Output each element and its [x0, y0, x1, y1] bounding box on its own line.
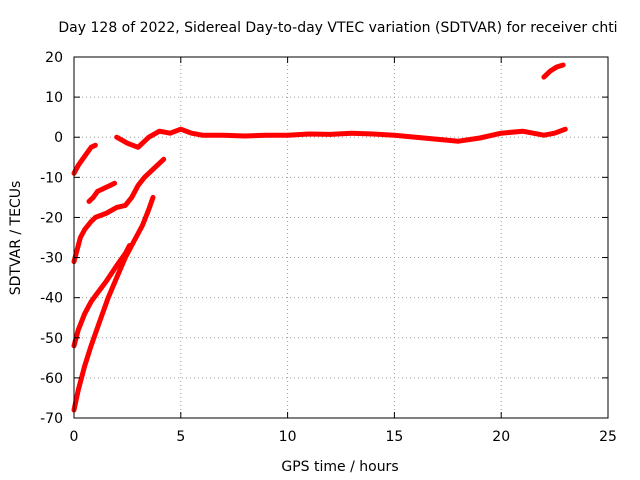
chart-title: Day 128 of 2022, Sidereal Day-to-day VTE… — [58, 20, 617, 36]
x-tick-label: 5 — [176, 429, 185, 445]
plot-frame — [73, 56, 609, 419]
y-axis-title: SDTVAR / TECUs — [8, 181, 24, 296]
y-tick-label: -20 — [40, 210, 63, 226]
x-tick-label: 20 — [492, 429, 510, 445]
y-tick-label: -50 — [40, 331, 63, 347]
series-arc-4 — [71, 243, 132, 349]
y-tick-label: -40 — [40, 291, 63, 307]
y-tick-label: -30 — [40, 251, 63, 267]
y-tick-label: -60 — [40, 371, 63, 387]
series-arc-5 — [71, 194, 156, 413]
x-axis-title: GPS time / hours — [281, 459, 398, 475]
x-tick-label: 25 — [599, 429, 617, 445]
y-tick-label: 20 — [45, 50, 63, 66]
series-arc-3 — [71, 156, 167, 265]
series-main-band — [114, 126, 568, 150]
tick-layer: 0 5 10 15 20 25 -70 -60 -50 -40 -30 -20 -10 0 10 20 — [40, 50, 617, 445]
grid-layer — [74, 57, 608, 418]
series-arc-6 — [541, 62, 566, 80]
y-tick-label: -70 — [40, 411, 63, 427]
x-tick-label: 0 — [70, 429, 79, 445]
y-tick-label: 0 — [54, 130, 63, 146]
x-tick-label: 15 — [385, 429, 403, 445]
series-arc-2 — [86, 180, 118, 204]
x-tick-label: 10 — [279, 429, 297, 445]
y-tick-label: 10 — [45, 90, 63, 106]
series-arc-1 — [71, 142, 98, 176]
series-layer — [71, 62, 568, 413]
y-tick-label: -10 — [40, 170, 63, 186]
